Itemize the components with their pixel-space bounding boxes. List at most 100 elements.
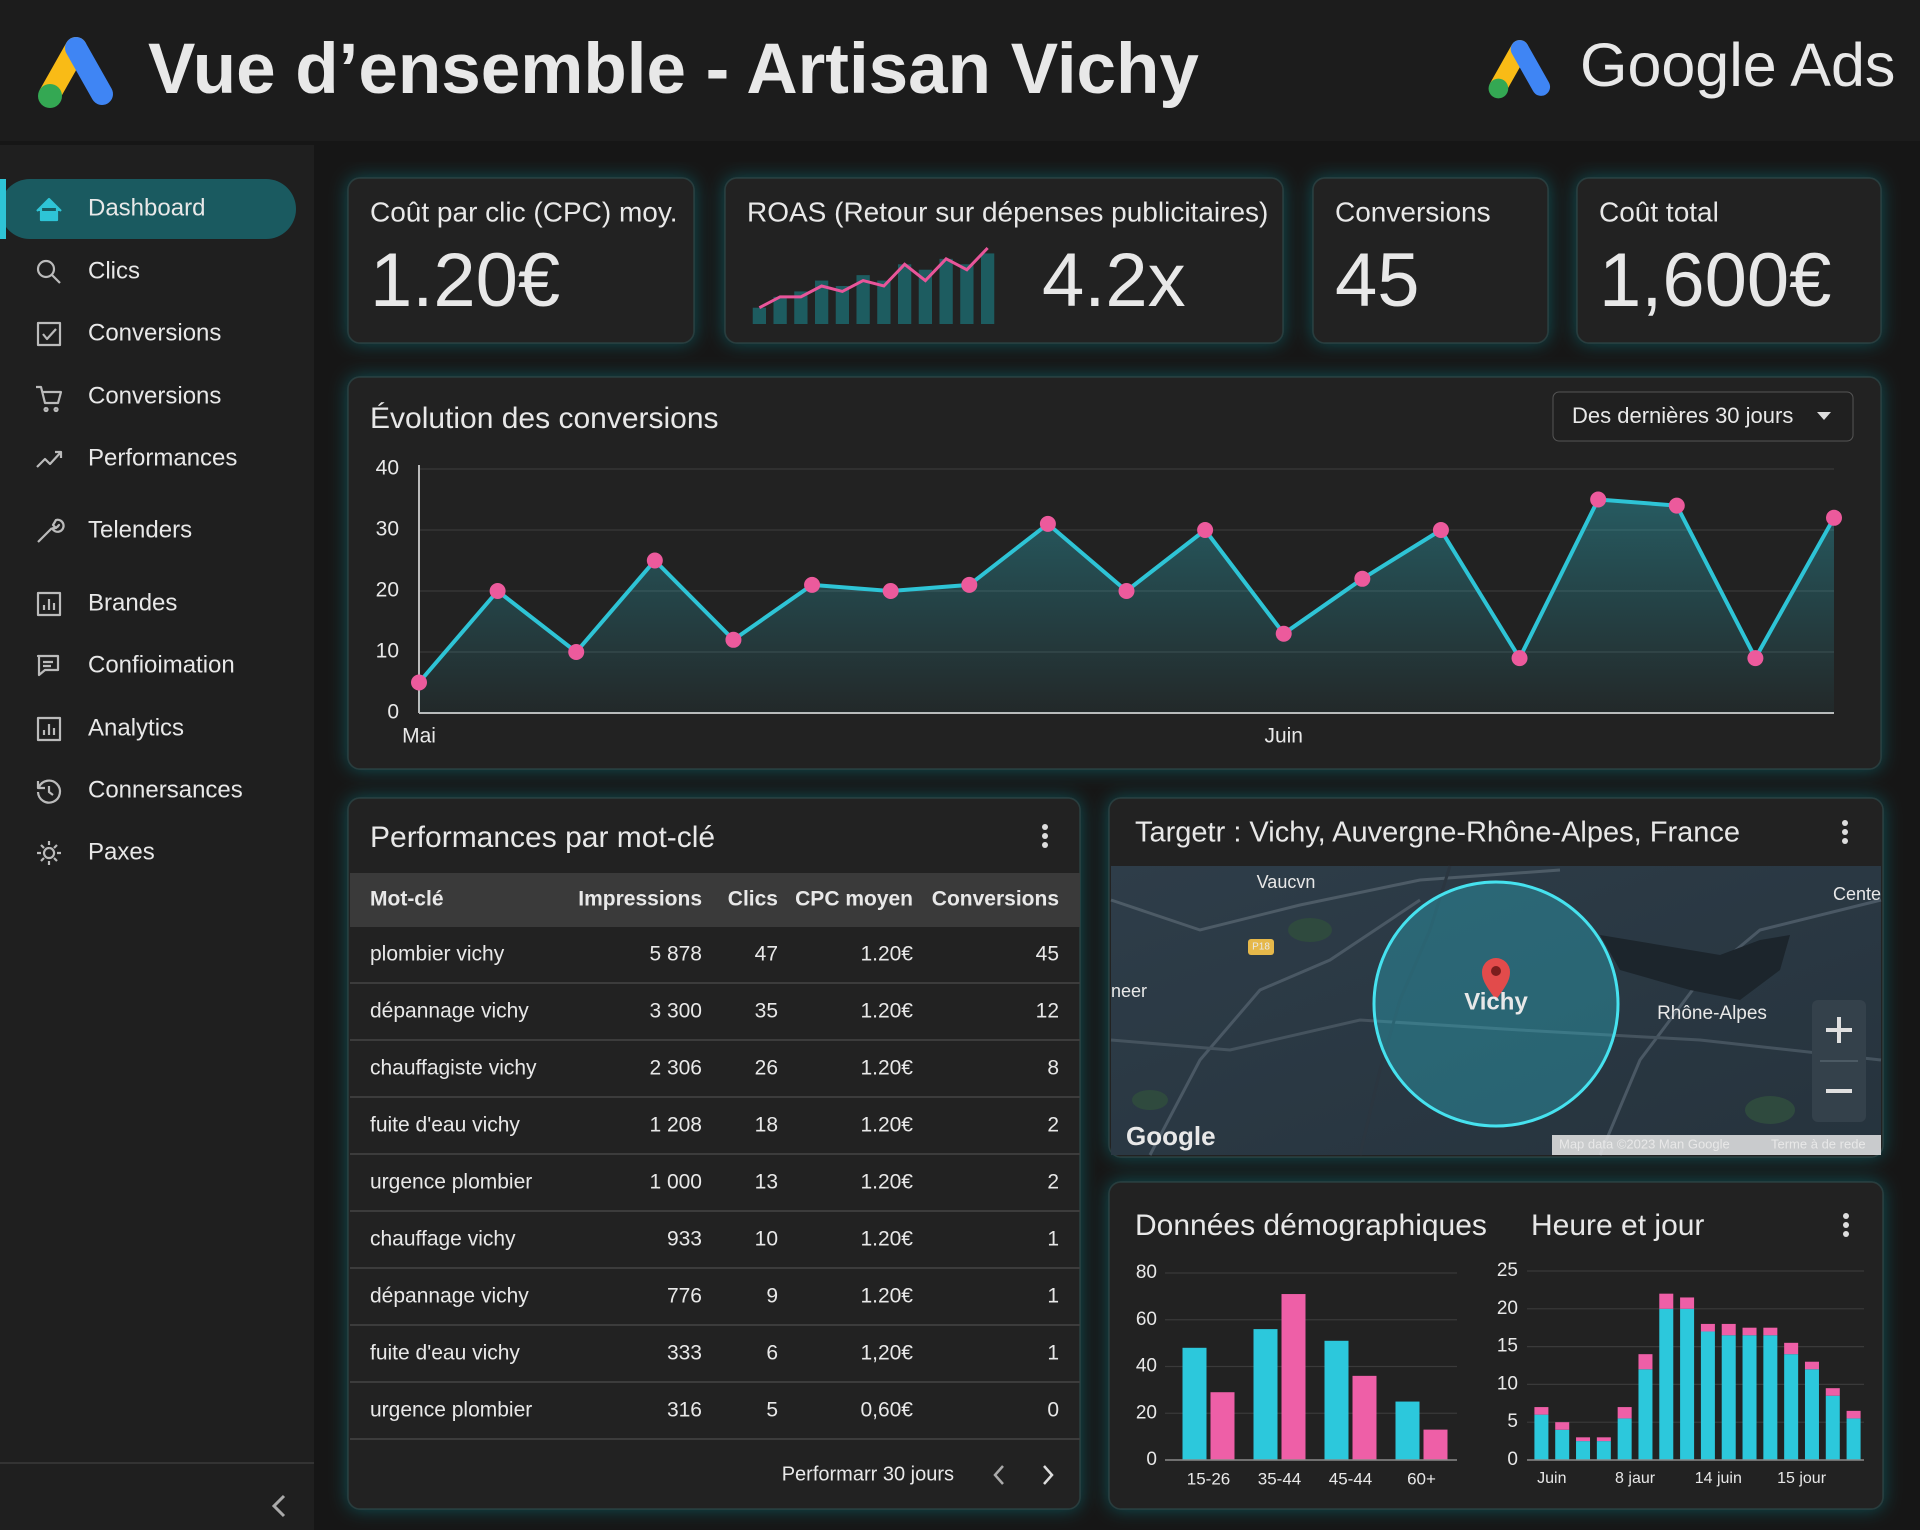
nav-label: Performances (88, 444, 237, 471)
nav-item[interactable]: Confioimation (36, 651, 235, 678)
table-cell: chauffage vichy (370, 1228, 516, 1251)
bar-segment (1576, 1437, 1591, 1442)
spark-line (758, 246, 989, 310)
nav-icon (36, 591, 62, 617)
kpi-value: 45 (1335, 238, 1420, 323)
line-marker (961, 576, 978, 593)
kpi-value: 1.20€ (370, 238, 560, 323)
dropdown-box (1552, 391, 1854, 442)
nav-item[interactable]: Brandes (36, 589, 177, 617)
nav-icon (36, 385, 63, 413)
y-tick-label: 40 (376, 457, 399, 480)
menu-dot (1842, 820, 1848, 826)
bar-segment (1721, 1335, 1736, 1460)
map-terms: Terme à de rede (1771, 1136, 1866, 1151)
menu-dot (1843, 1231, 1849, 1237)
nav-item[interactable]: Performances (36, 444, 237, 471)
more-menu[interactable] (1842, 820, 1848, 844)
collapse-button[interactable] (271, 1494, 286, 1518)
nav-icon (37, 841, 61, 865)
dropdown-caret (1817, 412, 1831, 420)
y-tick-label: 40 (1136, 1356, 1157, 1377)
column-header: CPC moyen (795, 888, 913, 911)
nav-item[interactable]: Dashboard (0, 179, 296, 239)
y-tick-label: 0 (387, 701, 399, 724)
table-cell: 1.20€ (860, 1171, 913, 1194)
nav-label: Dashboard (88, 194, 205, 221)
table-cell: 1.20€ (860, 1057, 913, 1080)
nav-item[interactable]: Conversions (36, 319, 221, 346)
spark-bar (939, 258, 953, 324)
nav-item[interactable]: Paxes (37, 838, 155, 865)
nav-item[interactable]: Conversions (36, 382, 221, 413)
table-cell: 933 (667, 1228, 702, 1251)
x-tick-label: Mai (402, 725, 436, 748)
more-menu[interactable] (1042, 824, 1048, 848)
line-marker (1432, 522, 1449, 538)
x-tick-label: 60+ (1407, 1469, 1436, 1488)
table-cell: 47 (755, 943, 778, 966)
table-cell: 1 000 (649, 1171, 702, 1194)
menu-dot (1042, 824, 1048, 830)
chart-title: Évolution des conversions (370, 402, 719, 435)
bar-segment (1596, 1441, 1611, 1460)
bar-segment (1763, 1335, 1778, 1460)
y-tick-label: 20 (1497, 1298, 1518, 1319)
bar-segment (1742, 1327, 1757, 1336)
map-attribution: Map data ©2023 Man Google (1559, 1136, 1730, 1151)
table-cell: 10 (755, 1228, 778, 1251)
kpi-card (1312, 177, 1549, 344)
spark-bar (794, 291, 808, 324)
y-tick-label: 80 (1136, 1262, 1157, 1283)
line-marker (1039, 515, 1056, 532)
nav-icon (36, 716, 62, 742)
more-menu[interactable] (1843, 1213, 1849, 1237)
range-dropdown[interactable]: Des dernières 30 jours (1552, 391, 1854, 442)
line-marker (1826, 509, 1842, 526)
line-marker (1511, 650, 1528, 667)
zoom-in[interactable] (1826, 1017, 1852, 1043)
brand-name: Google Ads (1580, 31, 1895, 99)
table-cell: 1.20€ (860, 1114, 913, 1137)
bar-segment (1825, 1395, 1840, 1460)
menu-dot (1843, 1213, 1849, 1219)
bar-segment (1804, 1369, 1819, 1460)
bar-segment (1534, 1414, 1549, 1460)
bar-segment (1721, 1323, 1736, 1336)
nav-item[interactable]: Clics (36, 257, 140, 284)
spark-bar (773, 296, 787, 324)
bar-segment (1680, 1297, 1695, 1309)
table-cell: 5 (766, 1399, 778, 1422)
nav-label: Paxes (88, 838, 155, 865)
menu-dot (1843, 1222, 1849, 1228)
map-park (1288, 918, 1332, 942)
table-cell: 333 (667, 1342, 702, 1365)
y-tick-label: 15 (1497, 1336, 1518, 1357)
nav-label: Analytics (88, 714, 184, 741)
zoom-controls[interactable] (1812, 1000, 1866, 1122)
bar (1281, 1294, 1306, 1460)
bar-segment (1555, 1422, 1570, 1430)
bar (1324, 1340, 1349, 1460)
prev-page[interactable] (993, 1465, 1004, 1485)
chart-title: Données démographiques (1135, 1209, 1487, 1242)
target-radius (1372, 880, 1620, 1128)
nav-active-edge (0, 179, 6, 239)
nav-item[interactable]: Connersances (36, 776, 243, 804)
nav-label: Clics (88, 257, 140, 284)
attribution-bg (1552, 1135, 1881, 1155)
nav-icon (37, 518, 65, 543)
next-page[interactable] (1043, 1465, 1054, 1485)
ads-logo (38, 37, 113, 108)
kpi-card (1576, 177, 1882, 344)
nav-label: Brandes (88, 589, 177, 616)
y-tick-label: 20 (376, 579, 399, 602)
column-header: Mot-clé (370, 888, 444, 911)
x-tick-label: 14 juin (1695, 1470, 1742, 1487)
nav-item[interactable]: Analytics (36, 714, 184, 742)
kpi-value: 4.2x (1042, 238, 1186, 323)
road-shield (1248, 939, 1274, 955)
map-river (1600, 935, 1790, 1000)
nav-item[interactable]: Telenders (37, 516, 192, 543)
